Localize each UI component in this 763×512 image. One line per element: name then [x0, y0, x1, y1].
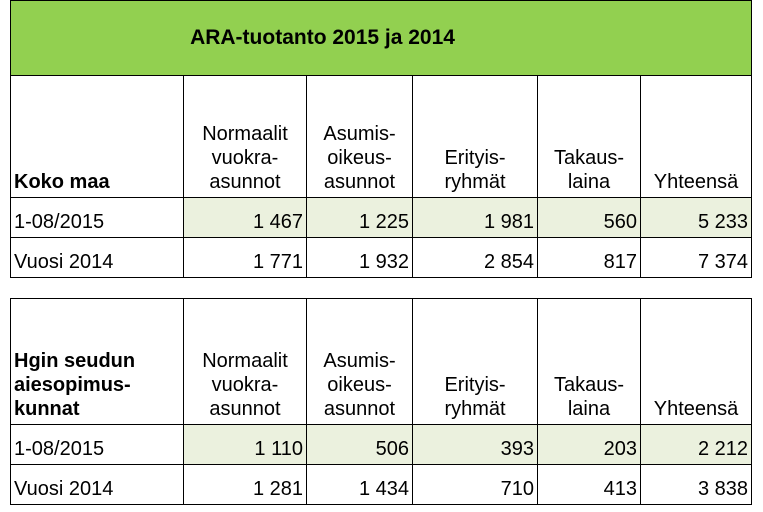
table-row: Vuosi 2014 1 281 1 434 710 413 3 838 — [10, 464, 752, 505]
row-label: 1-08/2015 — [10, 197, 184, 238]
table-cell: 817 — [537, 237, 641, 278]
table-cell: 1 281 — [183, 464, 307, 505]
region-label: Hgin seudun aiesopimus- kunnat — [10, 298, 184, 425]
table-cell: 2 854 — [412, 237, 538, 278]
col-header-erityisryhmat: Erityis- ryhmät — [412, 75, 538, 198]
table-row: Vuosi 2014 1 771 1 932 2 854 817 7 374 — [10, 237, 753, 278]
table-cell: 203 — [537, 424, 641, 465]
row-label: 1-08/2015 — [10, 424, 184, 465]
table-row: 1-08/2015 1 110 506 393 203 2 212 — [10, 424, 752, 465]
col-header-erityisryhmat: Erityis- ryhmät — [412, 298, 538, 425]
row-label: Vuosi 2014 — [10, 464, 184, 505]
col-header-asumisoikeus: Asumis- oikeus- asunnot — [306, 75, 413, 198]
table-cell: 710 — [412, 464, 538, 505]
header-row: Hgin seudun aiesopimus- kunnat Normaalit… — [10, 298, 752, 425]
region-label: Koko maa — [10, 75, 184, 198]
title-row: ARA-tuotanto 2015 ja 2014 — [9, 0, 753, 76]
table-cell: 1 981 — [412, 197, 538, 238]
table-cell: 1 932 — [306, 237, 413, 278]
col-header-takauslaina: Takaus- laina — [537, 298, 641, 425]
table-cell: 1 225 — [306, 197, 413, 238]
table-row: 1-08/2015 1 467 1 225 1 981 560 5 233 — [10, 197, 753, 238]
header-row: Koko maa Normaalit vuokra- asunnot Asumi… — [10, 75, 753, 198]
report-container: ARA-tuotanto 2015 ja 2014 Koko maa Norma… — [9, 0, 753, 505]
table-cell: 5 233 — [639, 197, 753, 238]
table-cell: 506 — [306, 424, 413, 465]
table-cell: 560 — [537, 197, 641, 238]
table-hgin-seutu: Hgin seudun aiesopimus- kunnat Normaalit… — [10, 298, 752, 505]
table-cell: 2 212 — [640, 424, 752, 465]
table-cell: 1 771 — [183, 237, 307, 278]
table-title: ARA-tuotanto 2015 ja 2014 — [9, 0, 753, 76]
col-header-yhteensa: Yhteensä — [640, 298, 752, 425]
table-cell: 3 838 — [640, 464, 752, 505]
table-cell: 1 110 — [183, 424, 307, 465]
col-header-normaalit: Normaalit vuokra- asunnot — [183, 298, 307, 425]
col-header-asumisoikeus: Asumis- oikeus- asunnot — [306, 298, 413, 425]
col-header-takauslaina: Takaus- laina — [537, 75, 641, 198]
table-cell: 1 467 — [183, 197, 307, 238]
row-label: Vuosi 2014 — [10, 237, 184, 278]
table-cell: 1 434 — [306, 464, 413, 505]
col-header-normaalit: Normaalit vuokra- asunnot — [183, 75, 307, 198]
table-cell: 7 374 — [639, 237, 753, 278]
table-koko-maa: ARA-tuotanto 2015 ja 2014 Koko maa Norma… — [9, 0, 753, 278]
table-cell: 393 — [412, 424, 538, 465]
table-cell: 413 — [537, 464, 641, 505]
col-header-yhteensa: Yhteensä — [639, 75, 753, 198]
